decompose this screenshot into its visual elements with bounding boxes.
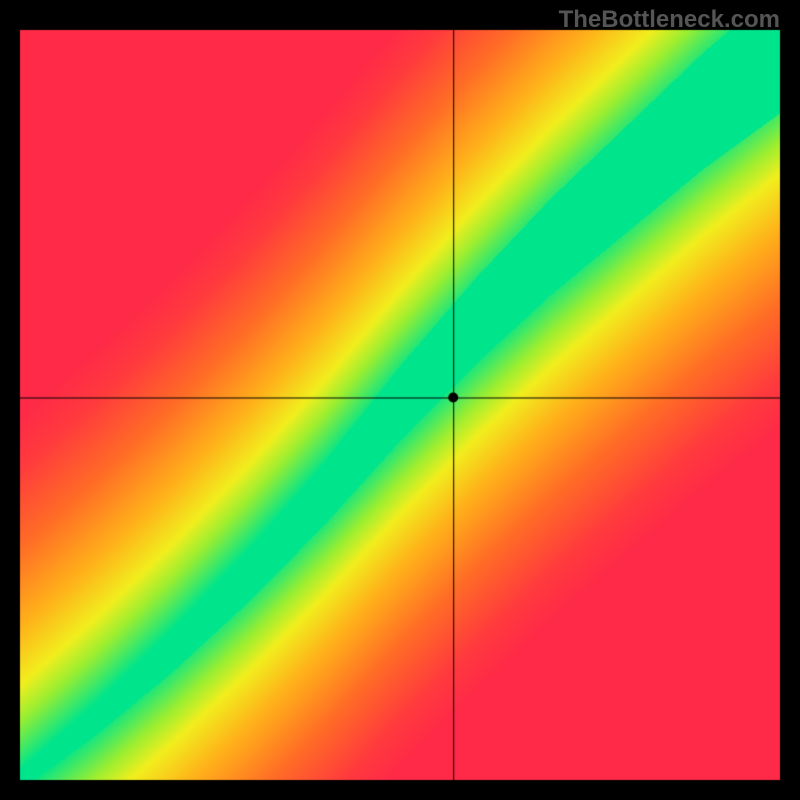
- bottleneck-chart-root: [0, 0, 800, 800]
- heatmap-canvas: [0, 0, 800, 800]
- watermark-text: TheBottleneck.com: [559, 6, 780, 34]
